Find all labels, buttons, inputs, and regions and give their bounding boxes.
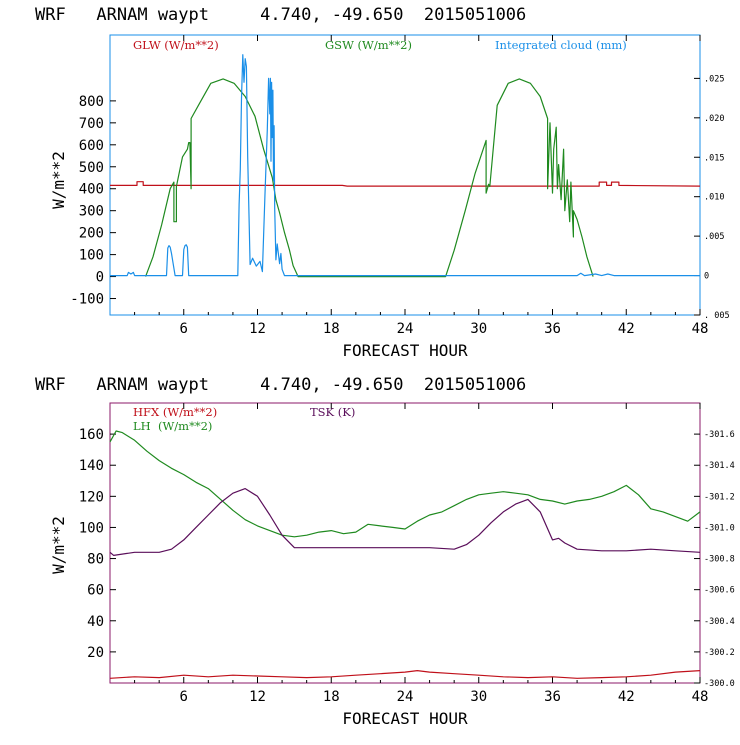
bottom-y-tick-label: 140: [79, 458, 104, 474]
top-y-tick-label: 600: [79, 138, 104, 154]
top-x-tick-label: 18: [323, 321, 340, 337]
bottom-y2-tick-label: -300.0: [704, 679, 735, 689]
top-series-glw: [110, 181, 701, 187]
top-y-tick-label: 700: [79, 116, 104, 132]
top-y2-tick-label: .010: [704, 193, 724, 203]
top-y-tick-label: 200: [79, 226, 104, 242]
top-y2-tick-label: . 005: [704, 311, 730, 321]
top-x-tick-label: 48: [692, 321, 709, 337]
bottom-y-tick-label: 20: [87, 645, 104, 661]
top-x-tick-label: 30: [470, 321, 487, 337]
bottom-series-lh: [109, 430, 701, 538]
bottom-y-tick-label: 120: [79, 489, 104, 505]
top-x-tick-label: 42: [618, 321, 635, 337]
bottom-x-tick-label: 42: [618, 689, 635, 705]
bottom-legend-hfx: HFX (W/m**2): [133, 405, 217, 419]
bottom-x-tick-label: 12: [249, 689, 266, 705]
bottom-y-axis-label: W/m**2: [49, 516, 68, 574]
bottom-legend-tsk: TSK (K): [310, 405, 355, 419]
top-x-tick-label: 36: [544, 321, 561, 337]
top-y-tick-label: 500: [79, 160, 104, 176]
bottom-y-tick-label: 160: [79, 427, 104, 443]
bottom-axis-ticks: 6 12 18 24 30 36 42 48 20 40 60 80 100 120 140 160 -300.…: [79, 403, 735, 705]
bottom-y-tick-label: 40: [87, 614, 104, 630]
bottom-y2-tick-label: -300.4: [704, 617, 735, 627]
bottom-y2-tick-label: -300.6: [704, 586, 735, 596]
bottom-legend-lh: LH (W/m**2): [133, 419, 212, 433]
bottom-x-tick-label: 6: [180, 689, 188, 705]
top-legend-cloud: Integrated cloud (mm): [495, 38, 627, 52]
top-x-tick-label: 12: [249, 321, 266, 337]
bottom-x-tick-label: 30: [470, 689, 487, 705]
top-y-tick-label: -100: [70, 292, 104, 308]
top-y-tick-label: 300: [79, 204, 104, 220]
bottom-x-tick-label: 48: [692, 689, 709, 705]
bottom-series-lines: [109, 430, 701, 679]
bottom-y2-tick-label: -301.4: [704, 461, 735, 471]
bottom-series-tsk: [109, 488, 701, 557]
top-series-gsw: [145, 78, 594, 278]
top-x-tick-label: 6: [180, 321, 188, 337]
top-y-tick-label: 800: [79, 94, 104, 110]
top-plot-frame: [109, 34, 701, 316]
bottom-x-axis-label: FORECAST HOUR: [342, 709, 468, 728]
top-y2-tick-label: 0: [704, 272, 709, 282]
top-y2-tick-label: .025: [704, 74, 724, 84]
bottom-y2-tick-label: -301.6: [704, 430, 735, 440]
top-y-tick-label: 0: [96, 270, 104, 286]
top-legend-gsw: GSW (W/m**2): [325, 38, 412, 52]
top-y-tick-label: 400: [79, 182, 104, 198]
top-y2-tick-label: .020: [704, 114, 724, 124]
bottom-y-tick-label: 80: [87, 552, 104, 568]
bottom-x-tick-label: 18: [323, 689, 340, 705]
top-x-tick-label: 24: [397, 321, 414, 337]
top-legend-glw: GLW (W/m**2): [133, 38, 219, 52]
bottom-y2-tick-label: -301.2: [704, 492, 735, 502]
bottom-series-hfx: [109, 669, 701, 679]
bottom-plot-frame: [109, 402, 701, 684]
top-y-tick-label: 100: [79, 248, 104, 264]
top-series-cloud: [110, 54, 700, 277]
bottom-x-tick-label: 36: [544, 689, 561, 705]
bottom-y2-tick-label: -301.0: [704, 523, 735, 533]
bottom-y-tick-label: 60: [87, 583, 104, 599]
bottom-x-tick-label: 24: [397, 689, 414, 705]
bottom-chart-title: WRF ARNAM waypt 4.740, -49.650 201505100…: [35, 375, 526, 395]
top-series-lines: [110, 54, 701, 278]
bottom-y2-tick-label: -300.2: [704, 648, 735, 658]
bottom-y2-tick-label: -300.8: [704, 555, 735, 565]
top-y2-tick-label: .005: [704, 232, 724, 242]
top-y-axis-label: W/m**2: [49, 151, 68, 209]
top-y2-tick-label: .015: [704, 153, 724, 163]
top-x-axis-label: FORECAST HOUR: [342, 341, 468, 360]
top-chart-title: WRF ARNAM waypt 4.740, -49.650 201505100…: [35, 5, 526, 25]
bottom-y-tick-label: 100: [79, 520, 104, 536]
top-axis-ticks: 6 12 18 24 30 36 42 48 -100 0 100 200 300 400 500 600 70…: [70, 35, 730, 337]
